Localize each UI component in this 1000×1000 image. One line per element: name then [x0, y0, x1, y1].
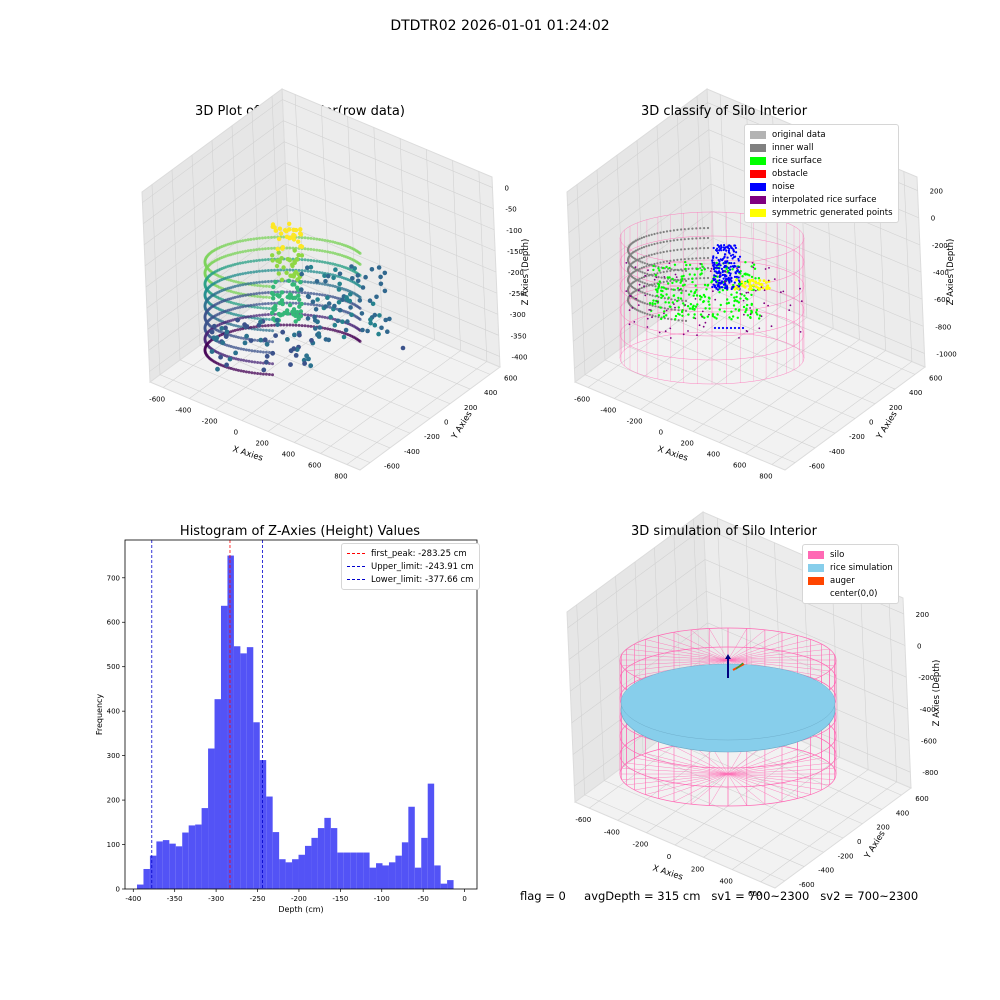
histogram-bar [331, 828, 337, 889]
histogram-ytick-label: 400 [107, 708, 120, 716]
histogram-ylabel: Frequency [95, 694, 104, 736]
histogram-bar [402, 842, 408, 889]
plot4-title: 3D simulation of Silo Interior [574, 524, 874, 539]
histogram-ytick-label: 600 [107, 619, 120, 627]
sv1-value: sv1 = 700~2300 [711, 889, 809, 903]
histogram-bar [266, 797, 272, 889]
histogram-bar [137, 885, 143, 889]
histogram-bar [395, 856, 401, 889]
histogram-bar [286, 862, 292, 889]
histogram-bar [344, 853, 350, 889]
histogram-legend: first_peak: -283.25 cm Upper_limit: -243.… [341, 543, 480, 590]
legend-label: first_peak: -283.25 cm [371, 549, 467, 559]
histogram-bar [208, 749, 214, 889]
legend-entry: rice simulation [808, 561, 893, 574]
legend-swatch [808, 590, 824, 598]
histogram-bar [370, 868, 376, 889]
histogram-bar [441, 884, 447, 889]
legend-entry: center(0,0) [808, 587, 893, 600]
histogram-frame [125, 540, 477, 889]
histogram-ytick-label: 100 [107, 841, 120, 849]
histogram-bar [215, 699, 221, 889]
histogram-ytick-label: 0 [116, 886, 120, 894]
legend-line [347, 579, 365, 580]
legend-label: rice simulation [830, 563, 893, 573]
legend-entry: auger [808, 574, 893, 587]
legend-entry: Upper_limit: -243.91 cm [347, 560, 474, 573]
histogram-bar [169, 844, 175, 889]
histogram-xtick-label: -100 [374, 895, 390, 903]
legend-line [347, 566, 365, 567]
histogram-bar [189, 825, 195, 889]
histogram-bar [176, 846, 182, 889]
histogram-bar [195, 825, 201, 889]
histogram-bar [253, 722, 259, 889]
histogram-ytick-label: 500 [107, 663, 120, 671]
histogram-bar [240, 653, 246, 889]
histogram-bar [279, 859, 285, 889]
plot4-legend: silo rice simulation auger center(0,0) [802, 544, 899, 604]
histogram-bar [421, 838, 427, 889]
legend-swatch [808, 564, 824, 572]
avg-depth-value: avgDepth = 315 cm [584, 889, 700, 903]
histogram-bar [318, 828, 324, 889]
histogram-bar [247, 647, 253, 889]
histogram-bar [408, 807, 414, 889]
histogram-bar [292, 859, 298, 889]
histogram-bar [389, 862, 395, 889]
histogram-bar [143, 869, 149, 889]
histogram-bar [156, 841, 162, 889]
histogram-bar [428, 784, 434, 889]
histogram-bar [227, 556, 233, 889]
histogram-bar [182, 833, 188, 889]
histogram-xlabel: Depth (cm) [278, 905, 323, 914]
legend-label: Upper_limit: -243.91 cm [371, 562, 474, 572]
legend-line [347, 553, 365, 554]
flag-value: flag = 0 [520, 889, 566, 903]
histogram-bar [273, 832, 279, 889]
histogram-bar [202, 808, 208, 889]
histogram-bar [415, 868, 421, 889]
histogram-xtick-label: -300 [208, 895, 224, 903]
legend-swatch [808, 577, 824, 585]
histogram-bar [221, 606, 227, 889]
histogram-xtick-label: -400 [125, 895, 141, 903]
legend-entry: Lower_limit: -377.66 cm [347, 573, 474, 586]
histogram-bar [150, 856, 156, 889]
legend-label: silo [830, 550, 844, 560]
histogram-bar [383, 865, 389, 889]
legend-label: center(0,0) [830, 589, 878, 599]
histogram-bar [299, 855, 305, 889]
histogram-ytick-label: 700 [107, 574, 120, 582]
histogram-bar [311, 838, 317, 889]
histogram-ytick-label: 200 [107, 797, 120, 805]
histogram-bar [234, 646, 240, 889]
histogram-bar [447, 880, 453, 889]
histogram-xtick-label: -50 [417, 895, 428, 903]
histogram-bar [305, 846, 311, 889]
histogram-xtick-label: -350 [167, 895, 183, 903]
status-line: flag = 0 avgDepth = 315 cm sv1 = 700~230… [520, 889, 918, 903]
legend-entry: silo [808, 548, 893, 561]
histogram-bar [350, 853, 356, 889]
histogram-xtick-label: -150 [332, 895, 348, 903]
legend-swatch [808, 551, 824, 559]
legend-label: Lower_limit: -377.66 cm [371, 575, 473, 585]
histogram-ytick-label: 300 [107, 752, 120, 760]
histogram-bar [363, 853, 369, 889]
sv2-value: sv2 = 700~2300 [820, 889, 918, 903]
histogram-xtick-label: -200 [291, 895, 307, 903]
histogram-bar [324, 818, 330, 889]
legend-entry: first_peak: -283.25 cm [347, 547, 474, 560]
histogram-xtick-label: 0 [462, 895, 466, 903]
histogram-bar [357, 853, 363, 889]
histogram-bar [163, 840, 169, 889]
legend-label: auger [830, 576, 855, 586]
histogram-bar [337, 853, 343, 889]
histogram-bar [434, 865, 440, 889]
histogram-bar [376, 863, 382, 889]
histogram-bar [260, 760, 266, 889]
histogram-xtick-label: -250 [250, 895, 266, 903]
